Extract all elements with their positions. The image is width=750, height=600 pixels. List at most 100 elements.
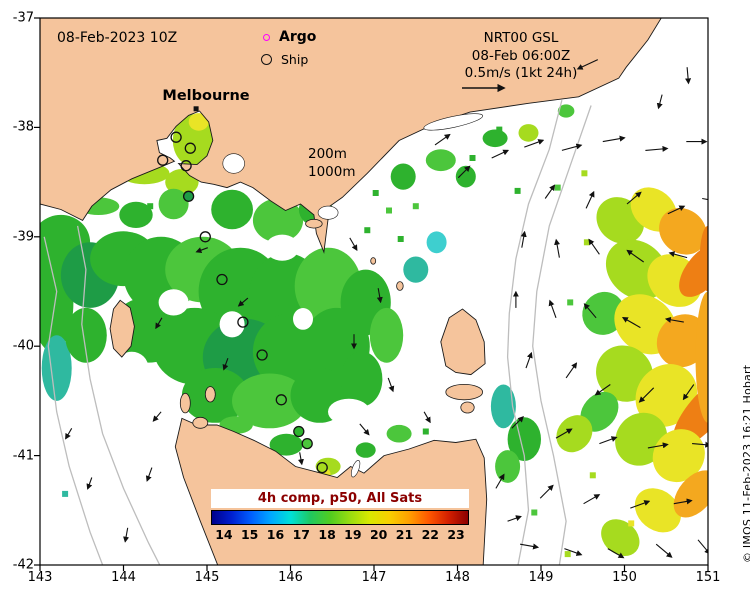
sst-patch (232, 373, 308, 429)
colorbar-tick-label: 17 (292, 527, 310, 542)
land-flinders_island (440, 308, 486, 376)
colorbar-tick-label: 19 (344, 527, 362, 542)
annotation-line1: NRT00 GSL (483, 30, 559, 46)
current-arrow (647, 442, 669, 449)
argo-symbol-icon (263, 33, 270, 41)
sst-patch (369, 307, 404, 363)
island (460, 401, 475, 414)
y-tick-label: -39 (12, 229, 34, 245)
current-arrow (511, 416, 524, 429)
sst-patch (252, 198, 304, 243)
ship-observation (216, 273, 228, 286)
sst-patch (490, 384, 516, 429)
colorbar-tick-label: 23 (447, 527, 465, 542)
sst-patch (699, 225, 708, 292)
model-annotation: NRT00 GSL 08-Feb 06:00Z 0.5m/s (1kt 24h) (447, 30, 595, 83)
current-arrow (376, 288, 383, 304)
colorbar-gradient (211, 510, 469, 525)
island (370, 257, 377, 265)
ship-observation (293, 425, 305, 438)
x-axis-labels: 143 144 145 146 147 148 149 150 151 (0, 570, 750, 588)
current-arrow (599, 436, 618, 445)
colorbar-title: 4h comp, p50, All Sats (211, 489, 469, 508)
melbourne-marker (193, 106, 199, 112)
y-tick-label: -40 (12, 338, 34, 354)
sst-patch (426, 231, 447, 254)
current-arrow (520, 230, 527, 248)
x-tick-label: 149 (528, 570, 554, 585)
current-arrow (655, 543, 673, 558)
sst-patch (158, 188, 189, 220)
sst-patch (390, 163, 416, 190)
current-arrow (525, 351, 533, 369)
sst-speckle (581, 170, 588, 177)
land-king_island (109, 299, 135, 358)
current-arrow (548, 299, 557, 318)
sst-patch (403, 256, 429, 283)
current-arrow (576, 59, 599, 70)
sst-speckle (554, 184, 561, 191)
ship-observation (184, 142, 196, 154)
current-arrow (602, 135, 626, 143)
colorbar-tick-label: 22 (421, 527, 439, 542)
obs-legend: Argo Ship (261, 26, 316, 70)
current-arrow (423, 411, 431, 424)
sst-speckle (62, 490, 69, 497)
sst-patch (386, 424, 412, 443)
colorbar-tick-label: 21 (395, 527, 414, 542)
annotation-line2: 08-Feb 06:00Z (471, 47, 571, 64)
island (305, 218, 323, 229)
ship-observation (157, 154, 169, 166)
sst-patch (601, 519, 640, 556)
current-arrow (152, 411, 162, 422)
sst-patch (582, 291, 625, 335)
annotation-line3: 0.5m/s (1kt 24h) (464, 65, 578, 81)
current-arrow (673, 498, 693, 505)
current-arrow (607, 548, 625, 559)
ship-observation (301, 437, 313, 450)
contour-label-200m: 200m (308, 146, 347, 162)
colorbar-tick-label: 14 (215, 527, 233, 542)
current-arrow (682, 384, 695, 401)
sst-speckle (567, 299, 574, 306)
current-arrow (507, 515, 522, 522)
depth-contour (43, 236, 104, 565)
ship-observation (180, 160, 192, 172)
ship-observation (199, 231, 211, 243)
current-arrow (145, 467, 153, 482)
sst-patch (659, 208, 707, 255)
sst-speckle (583, 239, 590, 246)
current-arrow (237, 297, 249, 307)
sst-patch (635, 364, 698, 427)
sst-patch (115, 351, 149, 385)
x-tick-label: 143 (27, 570, 53, 585)
sst-patch (355, 442, 376, 458)
current-arrow (544, 184, 556, 199)
current-arrow (664, 316, 684, 323)
sst-speckle (372, 190, 379, 196)
current-arrow (583, 494, 601, 505)
current-arrow (555, 428, 573, 439)
sst-patch (340, 351, 383, 407)
ship-observation (237, 316, 249, 328)
sst-speckle (364, 227, 371, 234)
legend-row-argo: Argo (261, 26, 316, 48)
depth-contour (532, 105, 592, 565)
island (179, 392, 191, 414)
colorbar-tick-label: 16 (266, 527, 285, 542)
current-arrow (702, 197, 708, 201)
lake (350, 460, 361, 478)
current-arrow (524, 139, 545, 148)
current-arrow (621, 316, 641, 329)
current-arrow (457, 165, 471, 179)
city-label-melbourne: Melbourne (162, 88, 250, 104)
current-arrow (123, 527, 130, 543)
sst-speckle (496, 126, 503, 133)
colorbar-tick-label: 20 (369, 527, 388, 542)
current-arrow (195, 247, 208, 253)
current-arrow (668, 251, 688, 259)
date-label: 08-Feb-2023 10Z (57, 30, 178, 46)
current-arrow (565, 362, 578, 379)
depth-contour (506, 99, 563, 565)
lake (222, 153, 245, 174)
